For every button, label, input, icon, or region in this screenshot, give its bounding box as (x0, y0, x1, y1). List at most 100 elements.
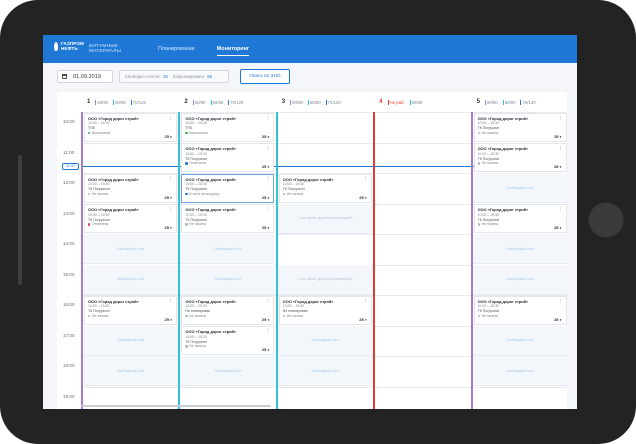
status-label: Не начата (189, 222, 206, 227)
free-slot[interactable]: Свободный слот (277, 356, 373, 386)
more-menu-icon[interactable]: ⋮ (168, 206, 174, 211)
chip-bar (130, 99, 132, 105)
free-slot[interactable]: Свободный слот (180, 234, 276, 264)
more-menu-icon[interactable]: ⋮ (265, 297, 271, 303)
booking-status: Не начата (282, 314, 368, 318)
booking-card[interactable]: ООО «Город дорог строй» 10:00 – 15:30 Не п… (278, 295, 372, 325)
chip-bar (307, 99, 309, 105)
booking-card[interactable]: ООО «Город дорог строй» 10:00 – 15:30 ТК П… (84, 204, 177, 233)
day-column: Свободный слот Свободный слот Свободный сл… (81, 112, 178, 409)
booking-place: ТК Погрузочн (477, 156, 500, 161)
calendar-icon[interactable] (62, 74, 67, 79)
booking-quantity: 25 т (554, 225, 562, 230)
capacity-chip: 60/90 (307, 99, 321, 105)
current-time-badge: 11:47 (62, 162, 79, 170)
date-picker[interactable]: 01.09.2019 (57, 70, 113, 83)
free-slot[interactable]: Свободный слот (472, 325, 568, 356)
horizontal-scrollbar[interactable] (81, 405, 271, 407)
more-menu-icon[interactable]: ⋮ (168, 114, 174, 120)
day-column-border (81, 112, 83, 409)
booking-card[interactable]: ООО «Город дорог строй» 10:00 – 15:30 ТК П… (181, 143, 275, 172)
free-slot[interactable]: Свободный слот (83, 264, 178, 295)
more-menu-icon[interactable]: ⋮ (265, 175, 271, 181)
booking-quantity: 25 т (261, 347, 270, 352)
booking-card[interactable]: ООО «Город дорог строй» 10:00 – 15:30 ТК П… (473, 204, 567, 233)
more-menu-icon[interactable]: ⋮ (265, 114, 271, 120)
chip-bar (210, 99, 212, 105)
nav-planning[interactable]: Планирование (158, 46, 195, 52)
more-menu-icon[interactable]: ⋮ (265, 206, 271, 211)
booking-time: 10:00 – 15:30 (477, 212, 500, 217)
status-label: Не начата (189, 344, 206, 349)
search-zno-button[interactable]: Поиск по ЗНО (240, 69, 290, 84)
booking-client: ООО «Город дорог строй» (477, 298, 529, 304)
more-menu-icon[interactable]: ⋮ (363, 175, 368, 181)
booking-place: ТК Погрузочн (88, 217, 110, 222)
more-menu-icon[interactable]: ⋮ (265, 145, 271, 150)
capacity-chip: 60/90 (484, 99, 498, 105)
booking-card[interactable]: ООО «Город дорог строй» 10:00 – 15:30 ТК П… (181, 204, 275, 233)
booking-place: ТК Погрузочн (282, 187, 305, 192)
booking-client: ООО «Город дорог строй» (185, 176, 237, 182)
capacity-chip: 60/90 (210, 99, 223, 105)
free-slot[interactable]: Свободный слот (472, 173, 568, 203)
free-slot[interactable]: Свободный слот (180, 264, 276, 295)
booking-card[interactable]: ООО «Город дорог строй» 10:00 – 15:30 ТК П… (181, 326, 275, 355)
booking-card[interactable]: ООО «Город дорог строй» 10:00 – 15:30 ТК П… (278, 173, 372, 203)
more-menu-icon[interactable]: ⋮ (558, 145, 563, 150)
more-menu-icon[interactable]: ⋮ (363, 297, 368, 303)
more-menu-icon[interactable]: ⋮ (558, 114, 563, 120)
booking-status: Отменена (88, 222, 173, 226)
time-label: 12:00 (63, 180, 75, 185)
status-dot-icon (185, 345, 188, 348)
free-slot[interactable]: Свободный слот (472, 234, 568, 264)
chip-label: 60/90 (292, 99, 303, 105)
capacity-chip: 70/120 (130, 99, 147, 105)
chip-label: 70/120 (132, 99, 147, 105)
more-menu-icon[interactable]: ⋮ (168, 175, 174, 181)
booking-card[interactable]: ООО «Город дорог строй» 10:00 – 15:30 ТК П… (84, 295, 177, 325)
free-slot[interactable]: Свободный слот (472, 356, 568, 386)
booking-card[interactable]: ООО «Город дорог строй» 10:00 – 15:30 ТК П… (181, 173, 275, 203)
booking-place: ТК Погрузочн (477, 126, 500, 131)
status-label: В пути на погрузку (189, 191, 220, 196)
booking-card[interactable]: ООО «Город дорог строй» 10:00 – 15:30 ТПК В… (181, 112, 275, 142)
more-menu-icon[interactable]: ⋮ (558, 297, 563, 303)
booking-card[interactable]: ООО «Город дорог строй» 10:00 – 15:30 ТК П… (473, 295, 567, 325)
booking-quantity: 25 т (164, 194, 172, 200)
date-value[interactable]: 01.09.2019 (73, 73, 101, 80)
booking-card[interactable]: ООО «Город дорог строй» 10:00 – 15:30 ТПК В… (84, 112, 177, 142)
time-label: 13:00 (63, 210, 75, 216)
booking-quantity: 25 т (554, 133, 562, 139)
free-slot[interactable]: Свободный слот (83, 325, 178, 356)
booking-time: 10:00 – 15:30 (477, 304, 500, 309)
time-label: 18:00 (63, 363, 75, 368)
day-number: 5 (476, 99, 480, 105)
booking-client: ООО «Город дорог строй» (477, 115, 529, 121)
free-slot[interactable]: Свободный слот (83, 234, 178, 264)
free-slot[interactable]: Свободный слот (472, 264, 568, 295)
booking-quantity: 25 т (261, 164, 270, 169)
free-slot[interactable]: Свободный слот (83, 356, 178, 386)
free-slot[interactable]: Свободный слот (277, 325, 373, 356)
day-column-border (373, 112, 376, 409)
more-menu-icon[interactable]: ⋮ (558, 206, 563, 211)
status-label: Выполнена (91, 130, 111, 135)
free-slot[interactable]: Свободный слот (180, 356, 276, 386)
booking-quantity: 25 т (359, 194, 367, 200)
booking-card[interactable]: ООО «Город дорог строй» 10:00 – 15:30 ТК П… (473, 143, 567, 172)
toolbar: 01.09.2019 Свободно слотов: 26 Заброниро… (43, 63, 577, 89)
more-menu-icon[interactable]: ⋮ (168, 297, 174, 303)
more-menu-icon[interactable]: ⋮ (265, 328, 271, 333)
app-header: ГАЗПРОМ НЕФТЬ БИТУМНЫЕ МАТЕРИАЛЫ Планиро… (43, 35, 577, 63)
booking-status: Не начата (477, 314, 563, 318)
booking-place: Не планирован (282, 309, 308, 314)
booking-status: Выполнена (185, 131, 270, 135)
status-dot-icon (88, 314, 91, 318)
booking-place: ТК Погрузочн (185, 339, 208, 344)
booking-card[interactable]: ООО «Город дорог строй» 10:00 – 15:30 ТК П… (84, 173, 177, 203)
chip-label: 60/90 (411, 99, 423, 105)
booking-card[interactable]: ООО «Город дорог строй» 10:00 – 15:30 Не п… (181, 295, 275, 325)
booking-card[interactable]: ООО «Город дорог строй» 10:00 – 15:30 ТК П… (473, 112, 567, 142)
nav-monitoring[interactable]: Мониторинг (216, 46, 250, 56)
